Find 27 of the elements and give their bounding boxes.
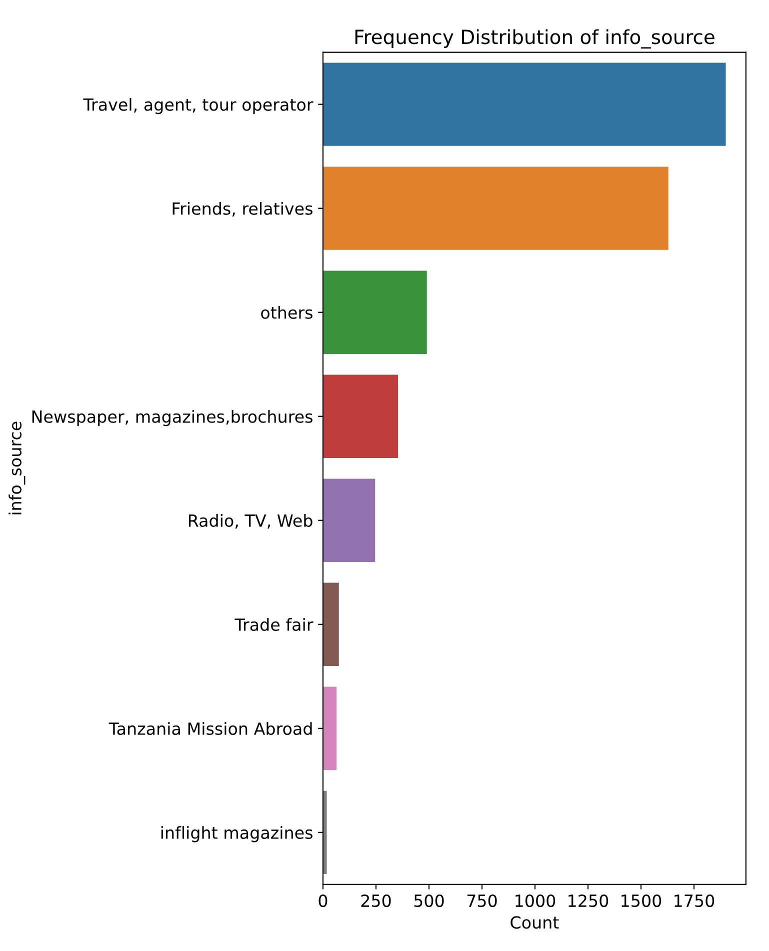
bar — [322, 374, 398, 458]
y-tick-label: Radio, TV, Web — [188, 514, 312, 529]
bar — [322, 790, 327, 874]
bar — [322, 166, 668, 250]
x-tick-label: 750 — [467, 894, 497, 908]
x-tick-label: 1750 — [674, 894, 714, 908]
x-tick-label: 1000 — [516, 894, 556, 908]
bar — [322, 270, 427, 354]
y-tick-label: Tanzania Mission Abroad — [108, 722, 312, 735]
y-tick-label: Travel, agent, tour operator — [83, 98, 314, 114]
x-tick-label: 1500 — [622, 894, 662, 908]
bar — [322, 62, 726, 146]
bar — [322, 582, 339, 666]
y-tick-label: Newspaper, magazines,brochures — [32, 410, 312, 426]
y-tick-label: inflight magazines — [161, 826, 312, 842]
bar — [322, 478, 376, 562]
chart-title: Frequency Distribution of info_source — [355, 29, 714, 49]
bar — [322, 686, 337, 770]
y-axis-title: info_source — [8, 422, 26, 514]
x-tick-label: 250 — [361, 894, 391, 908]
x-axis-title: Count — [510, 916, 559, 929]
x-tick-label: 1250 — [568, 894, 608, 908]
y-tick-label: Trade fair — [234, 618, 314, 631]
y-tick-label: others — [261, 306, 312, 319]
x-tick-label: 0 — [318, 894, 328, 908]
y-tick-label: Friends, relatives — [172, 202, 312, 217]
x-tick-label: 500 — [414, 894, 444, 908]
